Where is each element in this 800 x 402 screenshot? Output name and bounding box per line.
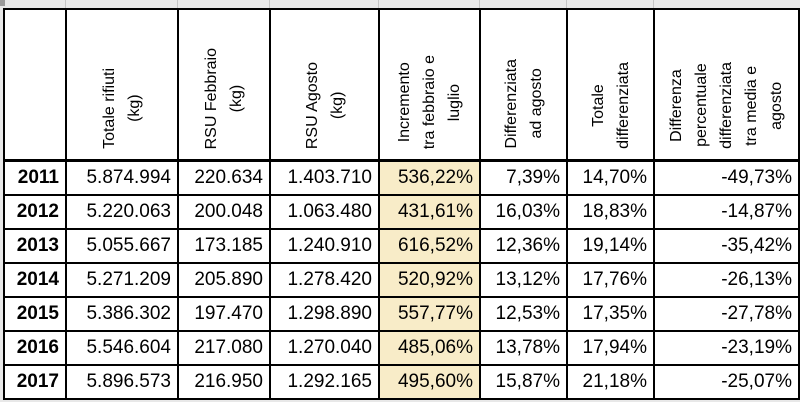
table-cell[interactable]: -35,42% [653,227,800,264]
table-row: 2017 5.896.573 216.950 1.292.165 495,60% 15,8… [3,363,800,400]
table-cell[interactable]: 1.403.710 [269,159,380,196]
column-header[interactable]: Differenza percentuale differenziata tra… [653,8,800,162]
table-cell[interactable]: -49,73% [653,159,800,196]
table-row: 2013 5.055.667 173.185 1.240.910 616,52% 12,3… [3,227,800,264]
table-cell[interactable]: 1.240.910 [269,227,380,264]
grid-line [479,0,480,8]
year-cell[interactable]: 2014 [3,261,67,298]
table-cell[interactable]: 5.220.063 [65,193,179,230]
table-cell[interactable]: 15,87% [479,363,568,400]
table-cell[interactable]: 1.270.040 [269,329,380,366]
corner-square [0,0,5,6]
header-row: Totale rifiuti (kg) RSU Febbraio (kg) RSU … [3,8,800,162]
grid-line [269,0,270,8]
table-cell[interactable]: 205.890 [177,261,271,298]
year-cell[interactable]: 2012 [3,193,67,230]
year-cell[interactable]: 2016 [3,329,67,366]
year-cell[interactable]: 2017 [3,363,67,400]
column-header-label: Totale differenziata [589,62,632,149]
table-cell[interactable]: 1.278.420 [269,261,380,298]
table-row: 2011 5.874.994 220.634 1.403.710 536,22% 7,39… [3,159,800,196]
table-cell[interactable]: 217.080 [177,329,271,366]
table-cell[interactable]: 13,12% [479,261,568,298]
column-header[interactable]: Totale rifiuti (kg) [65,8,179,162]
table-cell[interactable]: 7,39% [479,159,568,196]
table-row: 2014 5.271.209 205.890 1.278.420 520,92% 13,1… [3,261,800,298]
table-cell[interactable]: 5.546.604 [65,329,179,366]
table-cell[interactable]: -27,78% [653,295,800,332]
table-cell[interactable]: 1.063.480 [269,193,380,230]
table-cell[interactable]: 5.386.302 [65,295,179,332]
column-header[interactable]: RSU Agosto (kg) [269,8,380,162]
table-cell[interactable]: 1.298.890 [269,295,380,332]
table-cell[interactable]: 18,83% [566,193,655,230]
column-header[interactable]: RSU Febbraio (kg) [177,8,271,162]
table-cell[interactable]: 536,22% [378,159,481,196]
column-header[interactable]: Totale differenziata [566,8,655,162]
grid-line [566,0,567,8]
column-header-label: Totale rifiuti (kg) [101,68,143,149]
table-row: 2015 5.386.302 197.470 1.298.890 557,77% 12,5… [3,295,800,332]
column-header-label: Differenziata ad agosto [502,59,545,149]
year-cell[interactable]: 2013 [3,227,67,264]
column-header-label: RSU Febbraio (kg) [203,47,245,149]
column-header-label: Incremento tra febbraio e luglio [396,54,463,149]
table-cell[interactable]: -14,87% [653,193,800,230]
grid-line [653,0,654,8]
spreadsheet-top-strip [0,0,800,8]
table-cell[interactable]: -25,07% [653,363,800,400]
table-cell[interactable]: 5.896.573 [65,363,179,400]
table-cell[interactable]: 17,76% [566,261,655,298]
column-header[interactable]: Incremento tra febbraio e luglio [378,8,481,162]
table-cell[interactable]: 21,18% [566,363,655,400]
table-cell[interactable]: -23,19% [653,329,800,366]
column-header-label: RSU Agosto (kg) [303,61,346,149]
column-header-label: Differenza percentuale differenziata tra… [668,62,785,149]
grid-line [378,0,379,8]
year-cell[interactable]: 2015 [3,295,67,332]
table-cell[interactable]: 616,52% [378,227,481,264]
table-cell[interactable]: 200.048 [177,193,271,230]
table-cell[interactable]: 12,36% [479,227,568,264]
table-cell[interactable]: 431,61% [378,193,481,230]
table-cell[interactable]: 173.185 [177,227,271,264]
table-cell[interactable]: 520,92% [378,261,481,298]
table-cell[interactable]: 5.874.994 [65,159,179,196]
year-column-header[interactable] [3,8,67,162]
table-cell[interactable]: 17,35% [566,295,655,332]
table-cell[interactable]: 17,94% [566,329,655,366]
grid-line [177,0,178,8]
table-cell[interactable]: 13,78% [479,329,568,366]
data-table: Totale rifiuti (kg) RSU Febbraio (kg) RSU … [3,8,800,400]
spreadsheet-left-strip [0,8,3,398]
table-row: 2012 5.220.063 200.048 1.063.480 431,61% 16,0… [3,193,800,230]
table-cell[interactable]: 19,14% [566,227,655,264]
table-cell[interactable]: 557,77% [378,295,481,332]
table-cell[interactable]: 495,60% [378,363,481,400]
table-cell[interactable]: 12,53% [479,295,568,332]
table-cell[interactable]: 5.271.209 [65,261,179,298]
column-header[interactable]: Differenziata ad agosto [479,8,568,162]
table-cell[interactable]: 216.950 [177,363,271,400]
table-cell[interactable]: 485,06% [378,329,481,366]
table-cell[interactable]: 16,03% [479,193,568,230]
table-cell[interactable]: 14,70% [566,159,655,196]
table-cell[interactable]: 1.292.165 [269,363,380,400]
year-cell[interactable]: 2011 [3,159,67,196]
table-cell[interactable]: 220.634 [177,159,271,196]
table-cell[interactable]: 197.470 [177,295,271,332]
table-cell[interactable]: 5.055.667 [65,227,179,264]
grid-line [65,0,66,8]
table-row: 2016 5.546.604 217.080 1.270.040 485,06% 13,7… [3,329,800,366]
table-cell[interactable]: -26,13% [653,261,800,298]
